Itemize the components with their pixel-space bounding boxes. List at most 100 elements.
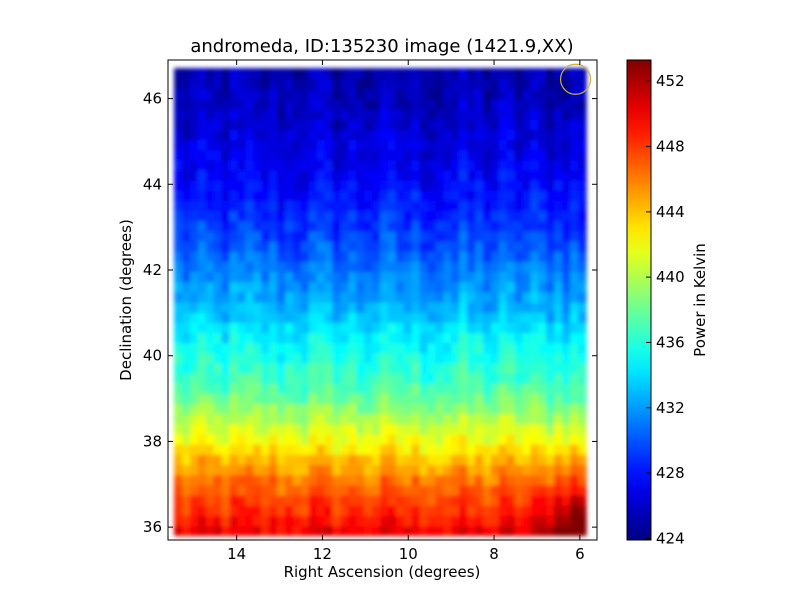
heatmap-cell (562, 149, 571, 161)
heatmap-cell (467, 515, 476, 526)
heatmap-cell (562, 88, 571, 100)
heatmap-cell (229, 413, 239, 425)
heatmap-cell (459, 240, 468, 252)
heatmap-cell (181, 68, 191, 80)
heatmap-cell (562, 443, 571, 455)
heatmap-cell (530, 352, 540, 364)
heatmap-cell (356, 372, 365, 384)
heatmap-cell (253, 88, 262, 100)
heatmap-cell (348, 230, 357, 242)
heatmap-cell (506, 240, 516, 252)
heatmap-cell (554, 443, 563, 455)
heatmap-cell (189, 433, 199, 445)
heatmap-cell (562, 474, 571, 486)
heatmap-cell (435, 464, 445, 476)
heatmap-cell (300, 88, 310, 100)
heatmap-cell (372, 118, 381, 130)
heatmap-cell (364, 139, 373, 151)
heatmap-cell (253, 190, 262, 201)
heatmap-cell (522, 474, 532, 486)
heatmap-cell (356, 413, 365, 425)
heatmap-cell (419, 98, 429, 110)
heatmap-cell (538, 322, 548, 334)
heatmap-cell (435, 261, 445, 273)
heatmap-cell (546, 210, 555, 222)
heatmap-cell (506, 352, 516, 364)
heatmap-cell (395, 139, 405, 151)
heatmap-cell (269, 362, 278, 374)
heatmap-cell (411, 382, 421, 394)
heatmap-cell (324, 484, 334, 496)
heatmap-cell (411, 494, 421, 506)
heatmap-cell (570, 322, 579, 334)
heatmap-cell (514, 504, 524, 516)
heatmap-cell (546, 342, 555, 354)
heatmap-cell (387, 179, 397, 191)
heatmap-cell (364, 291, 373, 303)
heatmap-cell (229, 322, 239, 334)
heatmap-cell (538, 271, 548, 283)
heatmap-cell (174, 149, 183, 161)
heatmap-cell (276, 484, 286, 496)
heatmap-cell (276, 291, 286, 303)
heatmap-cell (435, 179, 445, 191)
heatmap-cell (308, 423, 318, 435)
heatmap-cell (372, 78, 381, 90)
heatmap-cell (490, 525, 500, 537)
heatmap-cell (229, 169, 239, 181)
heatmap-cell (562, 433, 571, 445)
heatmap-cell (372, 484, 381, 496)
heatmap-cell (490, 129, 500, 141)
heatmap-cell (570, 291, 579, 303)
heatmap-cell (197, 190, 207, 201)
heatmap-cell (237, 200, 247, 212)
heatmap-cell (340, 413, 350, 425)
heatmap-cell (269, 220, 278, 232)
heatmap-cell (459, 250, 468, 262)
heatmap-cell (467, 240, 476, 252)
heatmap-layer (174, 68, 587, 537)
heatmap-cell (348, 68, 357, 80)
heatmap-cell (562, 372, 571, 384)
heatmap-cell (308, 68, 318, 80)
heatmap-cell (467, 159, 476, 171)
heatmap-cell (538, 190, 548, 201)
heatmap-cell (530, 484, 540, 496)
heatmap-cell (562, 301, 571, 313)
heatmap-cell (577, 382, 587, 394)
heatmap-cell (181, 433, 191, 445)
heatmap-cell (332, 220, 342, 232)
heatmap-cell (316, 88, 326, 100)
heatmap-cell (427, 149, 437, 161)
heatmap-cell (276, 382, 286, 394)
heatmap-cell (348, 108, 357, 120)
heatmap-cell (482, 230, 492, 242)
heatmap-cell (379, 413, 389, 425)
heatmap-cell (284, 230, 294, 242)
heatmap-cell (276, 464, 286, 476)
heatmap-cell (189, 220, 199, 232)
heatmap-cell (506, 200, 516, 212)
heatmap-cell (411, 454, 421, 466)
heatmap-cell (324, 494, 334, 506)
heatmap-cell (379, 250, 389, 262)
heatmap-cell (269, 118, 278, 130)
heatmap-cell (308, 515, 318, 526)
heatmap-cell (554, 484, 563, 496)
heatmap-cell (300, 311, 310, 323)
heatmap-cell (387, 190, 397, 201)
heatmap-cell (292, 322, 302, 334)
heatmap-cell (546, 494, 555, 506)
heatmap-cell (229, 393, 239, 405)
heatmap-cell (229, 504, 239, 516)
heatmap-cell (474, 322, 484, 334)
heatmap-cell (482, 322, 492, 334)
heatmap-cell (261, 454, 270, 466)
heatmap-cell (340, 261, 350, 273)
heatmap-cell (174, 129, 183, 141)
heatmap-cell (467, 210, 476, 222)
heatmap-cell (292, 484, 302, 496)
heatmap-cell (570, 190, 579, 201)
heatmap-cell (332, 118, 342, 130)
